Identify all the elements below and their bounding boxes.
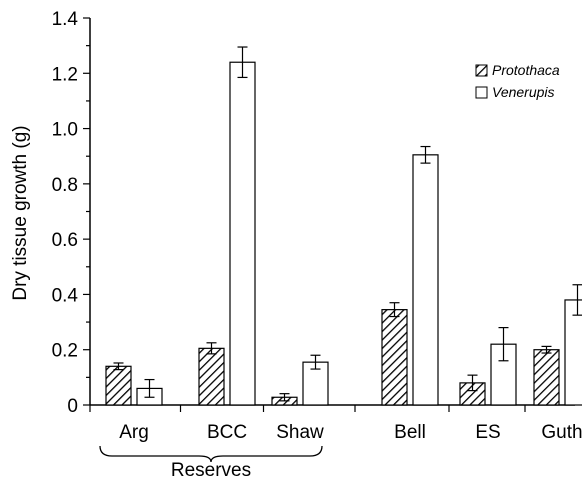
x-tick-label: ES [475, 422, 500, 443]
bar-venerupis-bcc [229, 61, 256, 406]
bar-protothaca-bcc [198, 347, 225, 406]
x-tick-label: Bell [394, 422, 426, 443]
y-tick-label: 0 [67, 396, 78, 417]
x-tick-label: Arg [119, 422, 149, 443]
legend-label-protothaca: Protothaca [492, 62, 560, 78]
y-tick-label: 1.0 [52, 120, 78, 141]
legend-swatch-venerupis [475, 86, 488, 99]
y-tick-label: 1.4 [52, 9, 79, 30]
y-tick-label: 0.6 [52, 230, 78, 251]
x-tick-label: Guth [541, 422, 582, 443]
bar-protothaca-guth [533, 349, 560, 406]
y-tick-label: 0.8 [52, 175, 78, 196]
y-axis-label: Dry tissue growth (g) [10, 125, 31, 300]
legend-swatch-protothaca [475, 64, 488, 77]
y-tick-label: 0.4 [52, 285, 79, 306]
y-tick-label: 1.2 [52, 64, 78, 85]
bar-venerupis-bell [412, 154, 439, 406]
x-tick-label: BCC [207, 422, 247, 443]
legend-label-venerupis: Venerupis [492, 84, 555, 100]
x-tick-label: Shaw [276, 422, 324, 443]
reserves-label: Reserves [171, 460, 251, 480]
bar-protothaca-arg [105, 365, 132, 406]
y-tick-label: 0.2 [52, 341, 78, 362]
bar-protothaca-bell [381, 309, 408, 406]
reserves-brace [99, 445, 323, 463]
